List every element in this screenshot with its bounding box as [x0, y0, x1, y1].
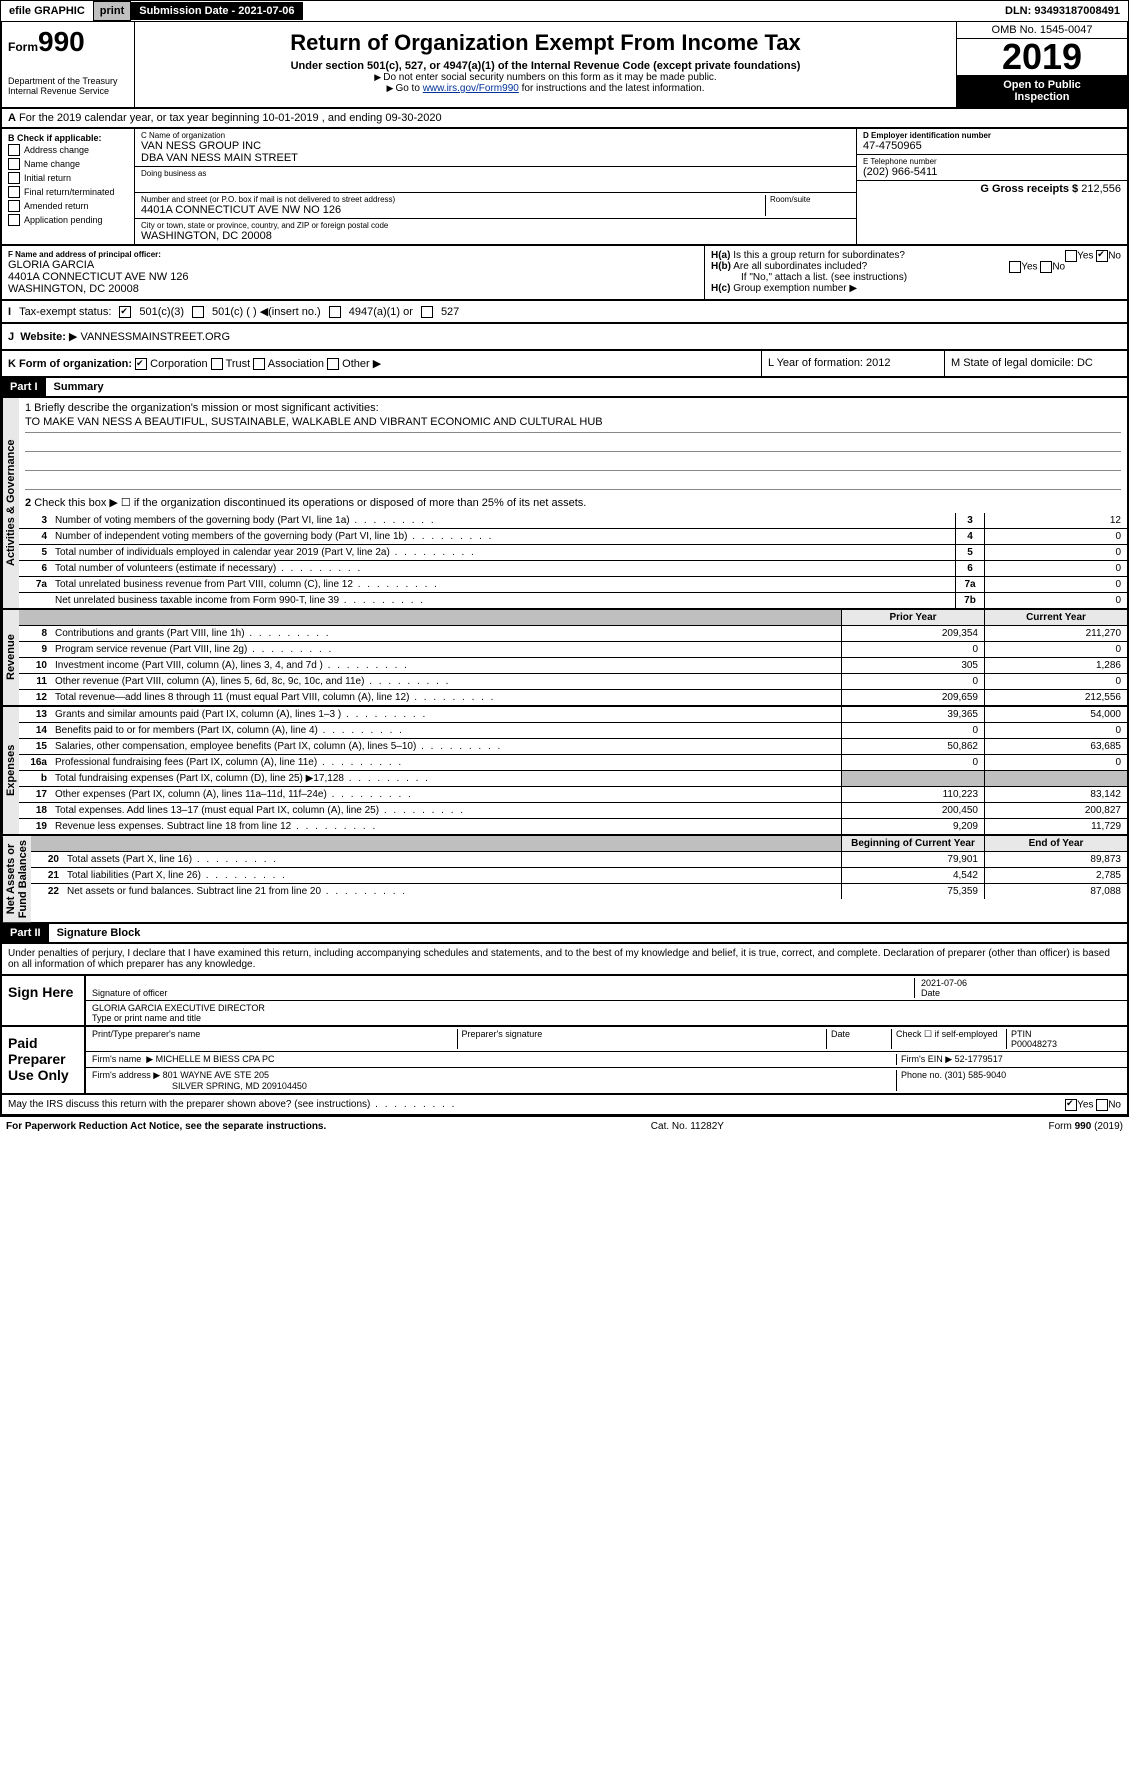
sign-here-label: Sign Here	[2, 976, 86, 1025]
chk-527[interactable]	[421, 306, 433, 318]
gross-receipts: 212,556	[1081, 183, 1121, 195]
part-i-header: Part I Summary	[0, 378, 1129, 398]
checkbox-initial[interactable]	[8, 172, 20, 184]
print-button[interactable]: print	[93, 1, 131, 21]
top-bar: efile GRAPHIC print Submission Date - 20…	[0, 0, 1129, 22]
governance-grid: Activities & Governance 1 Briefly descri…	[0, 398, 1129, 610]
officer-addr: 4401A CONNECTICUT AVE NW 126	[8, 271, 698, 283]
mission: TO MAKE VAN NESS A BEAUTIFUL, SUSTAINABL…	[25, 414, 1121, 433]
goto-line: Go to www.irs.gov/Form990 for instructio…	[141, 83, 950, 94]
section-i: ITax-exempt status: 501(c)(3) 501(c) ( )…	[0, 301, 1129, 324]
ha-yes[interactable]	[1065, 250, 1077, 262]
hb-no[interactable]	[1040, 261, 1052, 273]
netassets-grid: Net Assets or Fund Balances Beginning of…	[0, 836, 1129, 924]
firm-city: SILVER SPRING, MD 209104450	[92, 1081, 896, 1091]
cat-no: Cat. No. 11282Y	[651, 1121, 724, 1132]
year-formation: L Year of formation: 2012	[761, 351, 944, 376]
checkbox-final[interactable]	[8, 186, 20, 198]
chk-4947[interactable]	[329, 306, 341, 318]
section-a: A For the 2019 calendar year, or tax yea…	[0, 109, 1129, 129]
section-b: B Check if applicable: Address change Na…	[2, 129, 135, 244]
sig-date: 2021-07-06	[921, 978, 1121, 988]
irs-link[interactable]: www.irs.gov/Form990	[423, 83, 519, 94]
chk-501c3[interactable]	[119, 306, 131, 318]
paid-preparer-block: Paid Preparer Use Only Print/Type prepar…	[0, 1027, 1129, 1095]
dln: DLN: 93493187008491	[997, 2, 1128, 20]
officer-name: GLORIA GARCIA	[8, 259, 698, 271]
form-header: Form990 Department of the Treasury Inter…	[0, 22, 1129, 109]
section-deg: D Employer identification number47-47509…	[856, 129, 1127, 244]
ha-no[interactable]	[1096, 250, 1108, 262]
side-governance: Activities & Governance	[2, 398, 19, 608]
section-klm: K Form of organization: Corporation Trus…	[0, 351, 1129, 378]
checkbox-name[interactable]	[8, 158, 20, 170]
org-city: WASHINGTON, DC 20008	[141, 230, 850, 242]
checkbox-addr[interactable]	[8, 144, 20, 156]
revenue-grid: Revenue Prior YearCurrent Year 8Contribu…	[0, 610, 1129, 707]
discuss-row: May the IRS discuss this return with the…	[0, 1095, 1129, 1116]
chk-501c[interactable]	[192, 306, 204, 318]
form-id-cell: Form990 Department of the Treasury Inter…	[2, 22, 135, 107]
officer-city: WASHINGTON, DC 20008	[8, 283, 698, 295]
right-cell: OMB No. 1545-0047 2019 Open to PublicIns…	[957, 22, 1127, 107]
side-expenses: Expenses	[2, 707, 19, 834]
discuss-no[interactable]	[1096, 1099, 1108, 1111]
pra-notice: For Paperwork Reduction Act Notice, see …	[6, 1121, 326, 1132]
identity-row: B Check if applicable: Address change Na…	[0, 129, 1129, 246]
side-netassets: Net Assets or Fund Balances	[2, 836, 31, 922]
firm-ein: 52-1779517	[955, 1054, 1003, 1064]
footer: For Paperwork Reduction Act Notice, see …	[0, 1116, 1129, 1136]
ein: 47-4750965	[863, 140, 1121, 152]
ptin: P00048273	[1011, 1039, 1057, 1049]
discuss-yes[interactable]	[1065, 1099, 1077, 1111]
declaration: Under penalties of perjury, I declare th…	[0, 944, 1129, 976]
submission-date: Submission Date - 2021-07-06	[131, 2, 302, 20]
inspection: Inspection	[1014, 91, 1069, 103]
form-footer: Form 990 (2019)	[1049, 1121, 1124, 1132]
chk-assoc[interactable]	[253, 358, 265, 370]
tax-year: 2019	[957, 39, 1127, 75]
section-h: H(a) Is this a group return for subordin…	[705, 246, 1127, 299]
website: VANNESSMAINSTREET.ORG	[80, 331, 230, 343]
form-number: 990	[38, 26, 85, 57]
sign-here-block: Sign Here Signature of officer2021-07-06…	[0, 976, 1129, 1027]
subtitle: Under section 501(c), 527, or 4947(a)(1)…	[141, 60, 950, 72]
chk-other[interactable]	[327, 358, 339, 370]
org-dba: DBA VAN NESS MAIN STREET	[141, 152, 850, 164]
paid-preparer-label: Paid Preparer Use Only	[2, 1027, 86, 1093]
chk-corp[interactable]	[135, 358, 147, 370]
dept-label: Department of the Treasury Internal Reve…	[8, 76, 128, 96]
section-j: J Website: ▶ VANNESSMAINSTREET.ORG	[0, 324, 1129, 351]
telephone: (202) 966-5411	[863, 166, 1121, 178]
part-ii-header: Part II Signature Block	[0, 924, 1129, 944]
section-f: F Name and address of principal officer:…	[2, 246, 705, 299]
org-name: VAN NESS GROUP INC	[141, 140, 850, 152]
firm-name: MICHELLE M BIESS CPA PC	[156, 1054, 275, 1064]
warn-line: Do not enter social security numbers on …	[141, 72, 950, 83]
hb-yes[interactable]	[1009, 261, 1021, 273]
org-address: 4401A CONNECTICUT AVE NW NO 126	[141, 204, 765, 216]
form-title: Return of Organization Exempt From Incom…	[141, 30, 950, 56]
chk-trust[interactable]	[211, 358, 223, 370]
officer-typed: GLORIA GARCIA EXECUTIVE DIRECTOR	[92, 1003, 265, 1013]
form-label: Form	[8, 40, 38, 54]
checkbox-pending[interactable]	[8, 214, 20, 226]
state-domicile: M State of legal domicile: DC	[944, 351, 1127, 376]
q1-label: 1 Briefly describe the organization's mi…	[25, 402, 1121, 414]
checkbox-amended[interactable]	[8, 200, 20, 212]
side-revenue: Revenue	[2, 610, 19, 705]
expenses-grid: Expenses 13Grants and similar amounts pa…	[0, 707, 1129, 836]
fhijk-row: F Name and address of principal officer:…	[0, 246, 1129, 301]
section-c: C Name of organizationVAN NESS GROUP INC…	[135, 129, 856, 244]
open-to-public: Open to Public	[1003, 79, 1081, 91]
title-cell: Return of Organization Exempt From Incom…	[135, 22, 957, 107]
firm-phone: (301) 585-9040	[945, 1070, 1007, 1080]
efile-label: efile GRAPHIC	[1, 2, 93, 20]
firm-addr: 801 WAYNE AVE STE 205	[163, 1070, 269, 1080]
